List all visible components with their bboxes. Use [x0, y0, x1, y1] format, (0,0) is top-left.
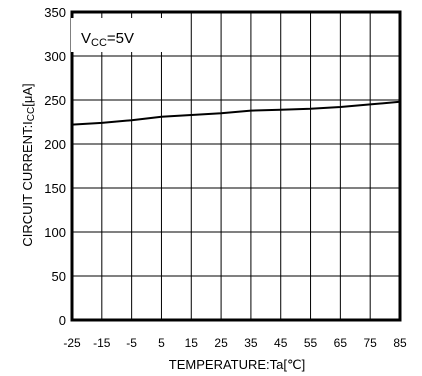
- annotation-sub: CC: [91, 37, 107, 49]
- y-tick-label: 350: [44, 5, 66, 20]
- y-tick-labels: 0 50 100 150 200 250 300 350: [44, 5, 66, 328]
- series-layer: [71, 100, 401, 126]
- y-tick-label: 300: [44, 49, 66, 64]
- x-tick-label: 5: [158, 336, 165, 350]
- y-axis-title-main: CIRCUIT CURRENT:I: [20, 121, 35, 246]
- x-axis-title: TEMPERATURE:Ta[℃]: [169, 357, 305, 372]
- annotation-value: =5V: [107, 30, 134, 47]
- series-line: [71, 100, 401, 126]
- x-tick-label: 25: [214, 336, 228, 350]
- grid: [71, 11, 401, 321]
- x-tick-label: 45: [274, 336, 288, 350]
- annotation-main: V: [81, 30, 91, 47]
- y-tick-label: 200: [44, 137, 66, 152]
- x-tick-label: -5: [126, 336, 137, 350]
- y-tick-label: 150: [44, 181, 66, 196]
- x-tick-label: -15: [93, 336, 111, 350]
- x-tick-label: 65: [334, 336, 348, 350]
- x-tick-label: 35: [244, 336, 258, 350]
- x-tick-label: 75: [364, 336, 378, 350]
- y-tick-label: 0: [59, 313, 66, 328]
- annotation: VCC=5V: [81, 30, 134, 49]
- y-axis-title-sub: CC: [26, 107, 37, 121]
- y-axis-title-unit: [μA]: [20, 83, 35, 106]
- y-tick-label: 100: [44, 225, 66, 240]
- y-axis-title: CIRCUIT CURRENT:ICC[μA]: [20, 83, 37, 246]
- x-tick-label: 15: [185, 336, 199, 350]
- y-tick-label: 50: [52, 269, 66, 284]
- x-tick-labels: -25 -15 -5 5 15 25 35 45 55 65 75 85: [63, 336, 407, 350]
- x-tick-label: 85: [393, 336, 407, 350]
- x-tick-label: 55: [304, 336, 318, 350]
- annotation-box: [71, 18, 163, 52]
- plot-area: [70, 10, 402, 322]
- x-tick-label: -25: [63, 336, 81, 350]
- y-tick-label: 250: [44, 93, 66, 108]
